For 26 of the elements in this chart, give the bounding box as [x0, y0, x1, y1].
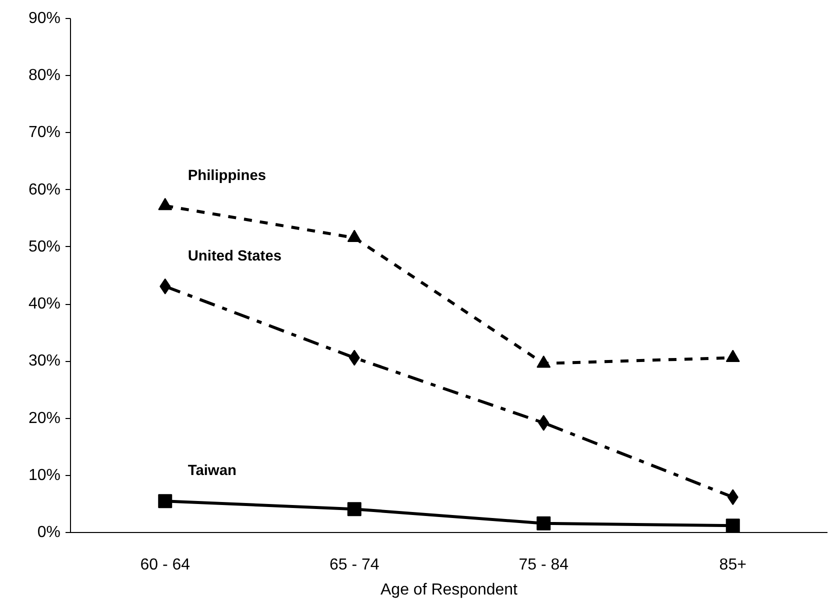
y-tick-label: 90%	[28, 10, 61, 27]
y-tick-label: 50%	[28, 238, 61, 256]
series-label: Taiwan	[188, 463, 236, 480]
point	[536, 355, 551, 368]
point	[726, 350, 740, 362]
point	[158, 198, 172, 210]
y-tick-label: 60%	[28, 181, 61, 198]
y-tick-label: 70%	[28, 124, 61, 142]
y-tick-label: 0%	[37, 524, 60, 541]
x-tick-label: 60 - 64	[140, 556, 190, 574]
point	[347, 502, 362, 516]
y-tick-label: 80%	[28, 67, 61, 84]
series-label: Philippines	[188, 168, 266, 184]
x-tick-label: 85+	[719, 556, 746, 574]
series-label: United States	[188, 248, 282, 264]
x-tick-label: 75 - 84	[518, 556, 569, 574]
x-axis-title: Age of Respondent	[380, 582, 518, 598]
y-tick-label: 10%	[28, 466, 61, 484]
point	[726, 518, 740, 532]
y-tick-label: 20%	[28, 410, 61, 427]
y-tick-label: 40%	[28, 296, 61, 313]
point	[536, 516, 551, 530]
x-tick-label: 65 - 74	[329, 556, 380, 574]
point	[158, 494, 172, 508]
point	[347, 230, 362, 242]
y-tick-label: 30%	[28, 352, 61, 370]
